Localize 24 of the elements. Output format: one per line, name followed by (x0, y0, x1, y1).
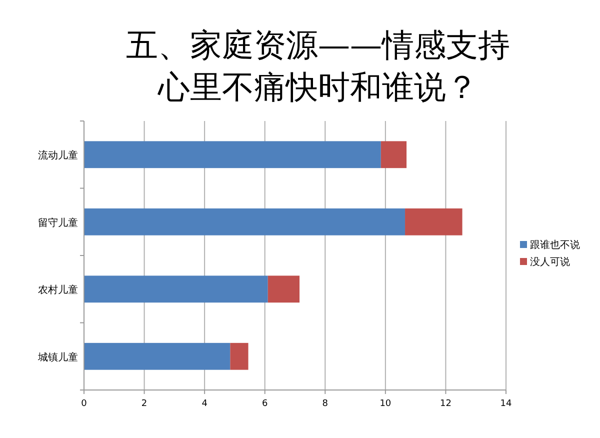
legend-label: 跟谁也不说 (530, 239, 580, 251)
bar (84, 141, 381, 168)
x-tick-label: 14 (500, 399, 512, 409)
bar (230, 342, 248, 370)
x-tick-label: 8 (322, 399, 328, 409)
x-tick-label: 10 (380, 399, 392, 409)
legend-label: 没人可说 (530, 256, 570, 268)
y-tick-label: 流动儿童 (38, 150, 78, 162)
bar (405, 208, 462, 236)
x-tick-label: 12 (440, 399, 452, 409)
bar (380, 141, 407, 168)
chart-title: 五、家庭资源——情感支持 (126, 26, 510, 64)
bar (84, 208, 406, 236)
x-tick-label: 4 (202, 399, 208, 409)
bar (84, 342, 230, 370)
y-tick-label: 农村儿童 (38, 284, 78, 296)
bar (268, 276, 300, 303)
y-tick-label: 城镇儿童 (37, 351, 78, 364)
x-tick-label: 2 (141, 399, 148, 409)
y-tick-label: 留守儿童 (38, 216, 78, 229)
chart-subtitle: 心里不痛快时和谁说？ (157, 68, 478, 106)
x-tick-label: 6 (262, 399, 268, 409)
x-tick-label: 0 (81, 399, 88, 409)
bar (84, 276, 268, 303)
